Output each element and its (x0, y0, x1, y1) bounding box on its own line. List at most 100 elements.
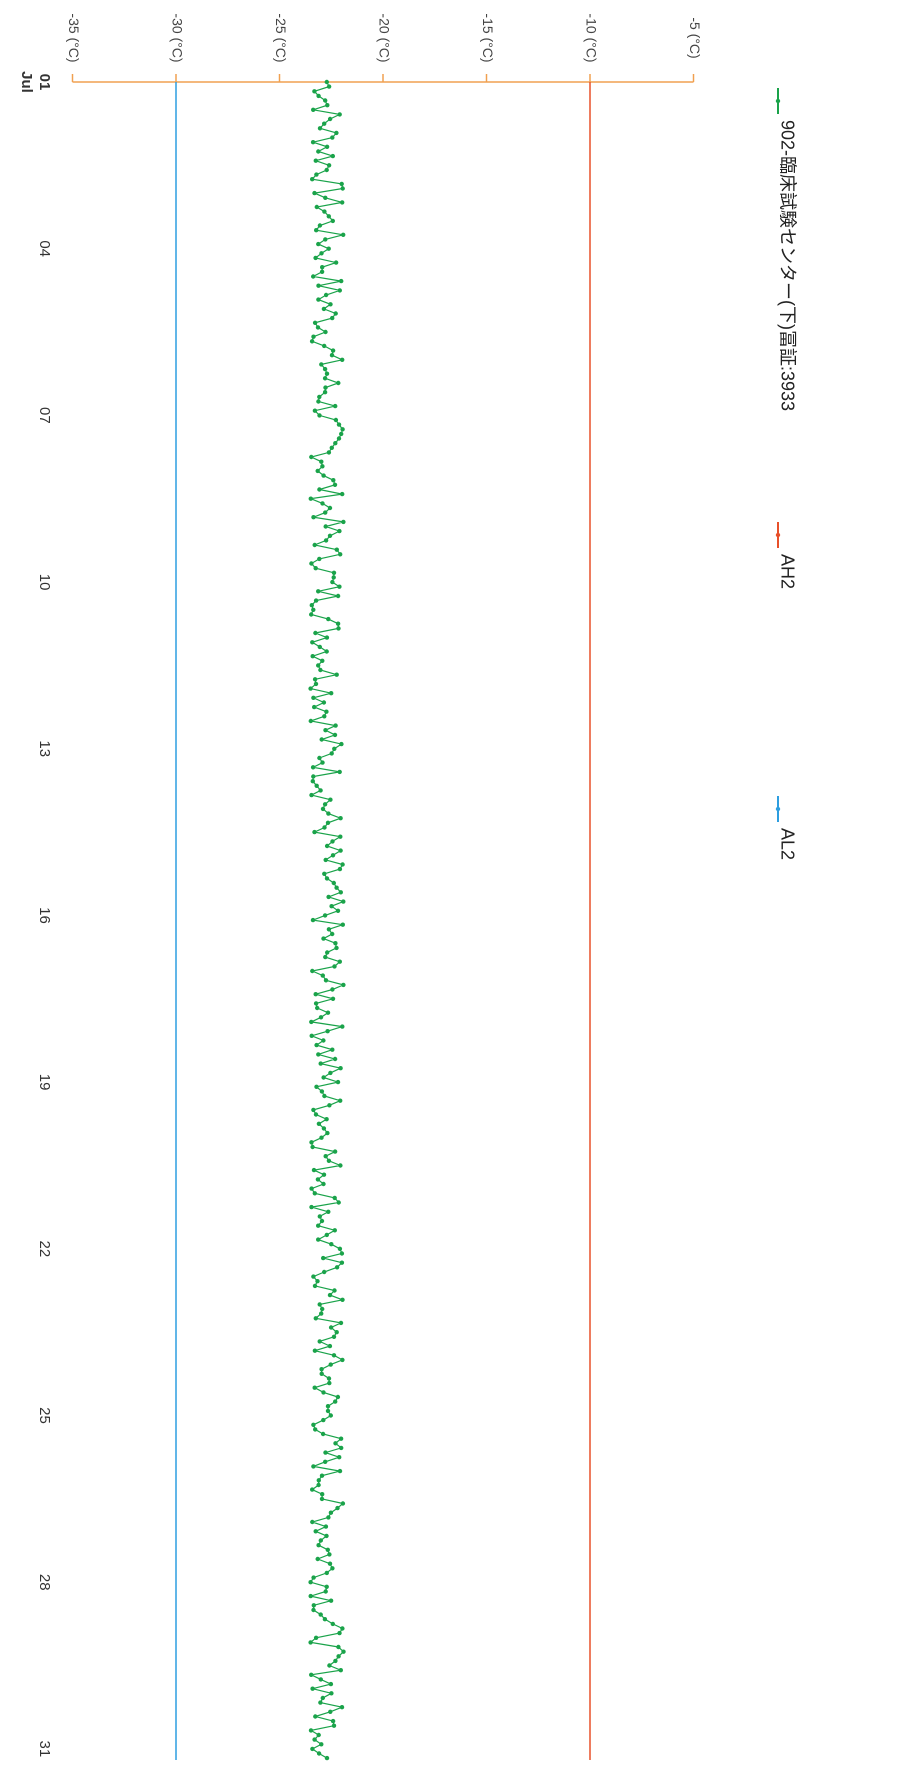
data-point (325, 1408, 331, 1414)
y-tick-label: -25 (°C) (273, 13, 289, 62)
data-point (331, 1723, 337, 1728)
data-point (314, 783, 319, 788)
data-point (322, 802, 328, 807)
data-point (330, 218, 335, 224)
data-point (340, 1024, 345, 1029)
data-point (323, 1524, 329, 1529)
data-point (309, 561, 314, 566)
data-point (317, 1302, 322, 1307)
data-point (338, 1098, 343, 1103)
data-point (314, 228, 319, 233)
data-point (320, 1695, 325, 1701)
data-point (329, 353, 335, 358)
data-point (309, 603, 314, 608)
data-point (316, 93, 321, 99)
data-point (327, 1343, 333, 1349)
data-point (326, 927, 332, 932)
data-point (321, 1255, 326, 1261)
data-point (316, 1052, 321, 1057)
data-point (312, 829, 317, 835)
data-point (310, 1686, 315, 1691)
data-point (337, 112, 342, 117)
data-point (309, 454, 314, 460)
data-point (313, 1427, 318, 1432)
data-point (327, 1561, 333, 1566)
data-point (337, 288, 342, 293)
data-point (312, 704, 317, 710)
data-point (340, 186, 345, 191)
data-point (331, 1334, 337, 1340)
data-point (324, 876, 330, 881)
data-point (330, 987, 335, 992)
data-point (327, 1663, 332, 1668)
data-point (338, 1066, 343, 1071)
data-point (324, 1570, 329, 1576)
data-point (323, 954, 328, 960)
data-point (333, 417, 339, 423)
legend-item[interactable]: 902-臨床試験センター(下)冨証:3933 (775, 88, 797, 411)
data-point (311, 774, 316, 779)
data-point (308, 1593, 313, 1599)
data-point (330, 1718, 336, 1724)
data-point (335, 621, 341, 626)
data-point (324, 635, 330, 640)
data-point (319, 251, 324, 256)
data-point (330, 579, 335, 585)
data-point (341, 232, 346, 237)
data-point (326, 616, 331, 622)
x-tick-label: 10 (36, 574, 53, 591)
data-point (312, 320, 318, 325)
data-point (321, 700, 327, 705)
data-point (332, 732, 338, 738)
data-point (319, 1496, 325, 1502)
data-point (319, 459, 324, 464)
data-point (321, 1075, 326, 1080)
data-point (316, 1223, 321, 1228)
y-tick-label: -5 (°C) (687, 17, 703, 58)
data-point (340, 862, 345, 867)
data-point (311, 1274, 316, 1279)
data-point (321, 1172, 327, 1177)
data-point (339, 741, 344, 747)
data-point (322, 343, 327, 349)
data-point (326, 246, 331, 251)
data-point (330, 1566, 335, 1571)
legend-item[interactable]: AL2 (775, 796, 797, 860)
data-point (328, 302, 333, 307)
data-point (321, 936, 326, 941)
data-point (337, 959, 342, 964)
data-point (313, 566, 318, 571)
data-point (321, 1390, 326, 1395)
data-point (318, 1538, 323, 1543)
data-point (313, 992, 318, 997)
data-point (339, 1705, 345, 1710)
data-point (325, 1130, 330, 1136)
data-point (326, 1515, 331, 1520)
data-point (335, 1394, 341, 1400)
legend-item[interactable]: AH2 (775, 522, 797, 589)
data-point (316, 589, 321, 594)
data-point (320, 760, 325, 765)
data-point (311, 1167, 317, 1173)
data-point (339, 1251, 345, 1256)
x-tick-label: 01 (36, 74, 53, 91)
data-point (341, 899, 346, 904)
data-point (331, 1353, 337, 1358)
data-point (325, 820, 331, 825)
data-point (317, 755, 322, 761)
data-point (333, 311, 338, 316)
data-point (309, 792, 314, 798)
data-point (309, 1672, 314, 1678)
data-point (314, 1084, 319, 1090)
data-point (321, 1038, 326, 1043)
data-point (325, 1404, 331, 1409)
data-point (323, 857, 328, 863)
data-point (338, 816, 343, 821)
data-point (318, 1677, 323, 1682)
data-point (316, 241, 321, 247)
data-point (310, 917, 316, 923)
data-point (330, 315, 335, 321)
data-point (315, 1556, 320, 1562)
data-point (329, 904, 334, 909)
data-point (317, 413, 322, 418)
